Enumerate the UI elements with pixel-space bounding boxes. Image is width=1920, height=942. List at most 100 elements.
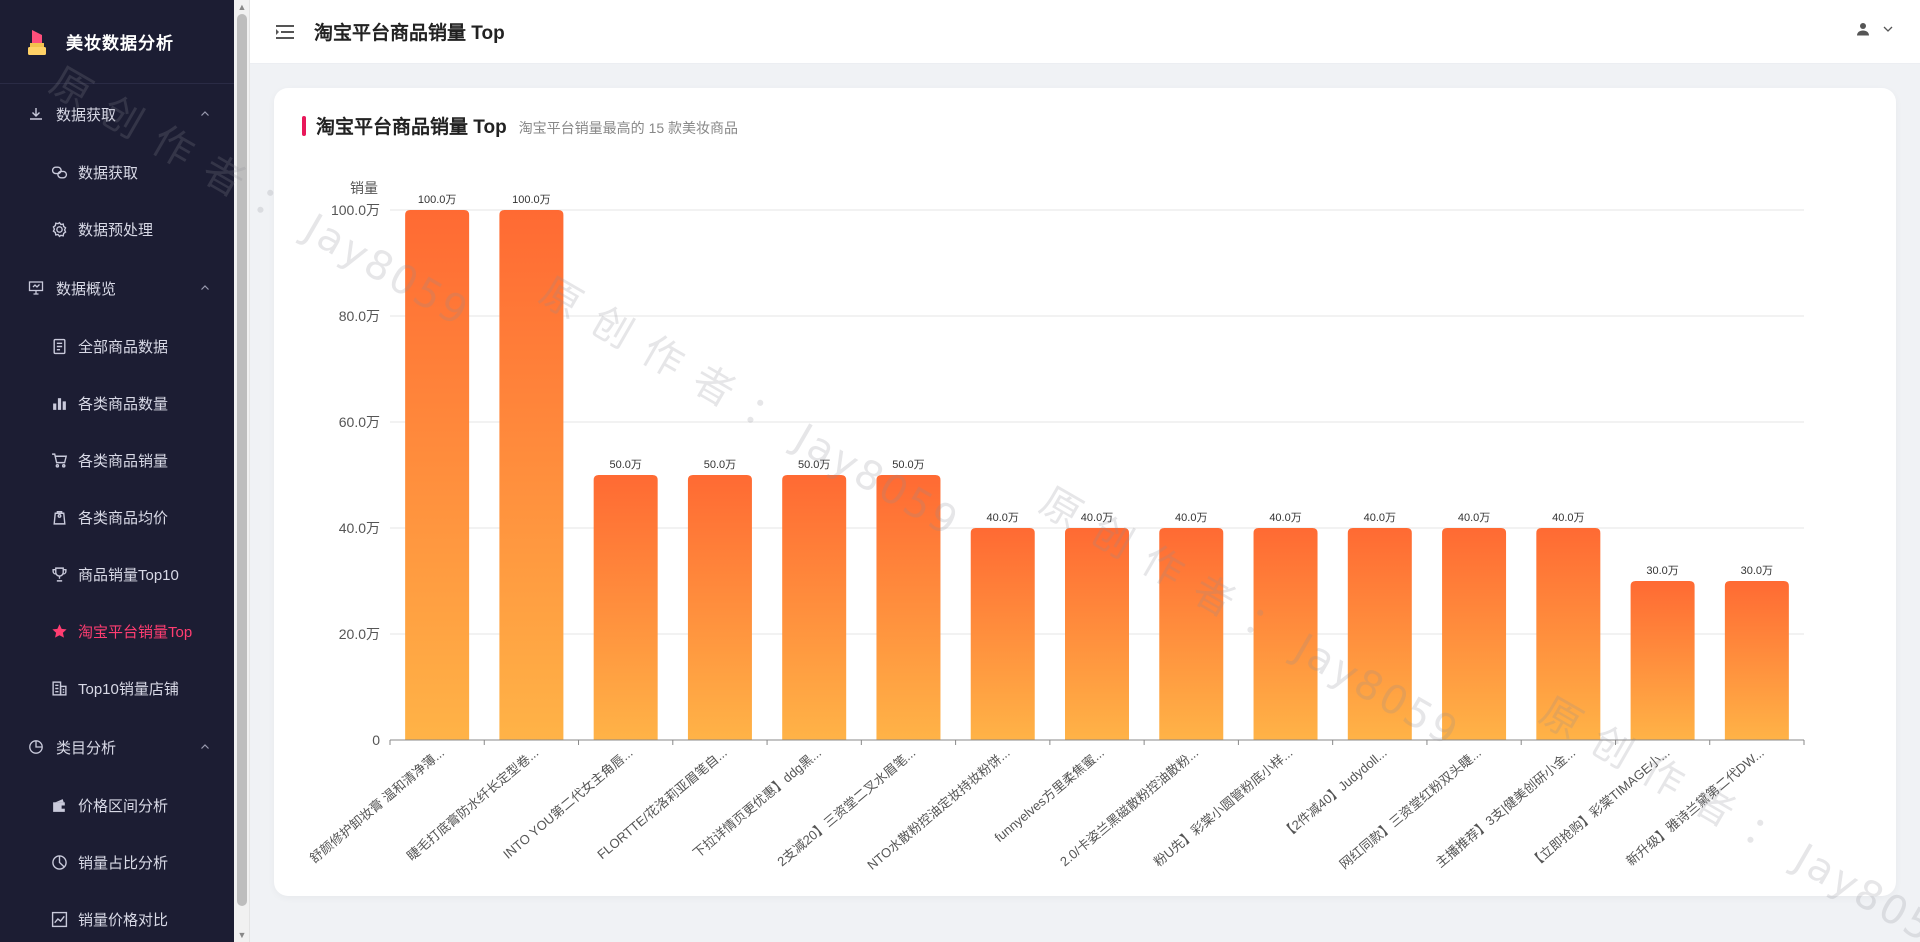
sidebar-item-label: 销量价格对比 <box>78 912 169 929</box>
sidebar-item-label: 各类商品数量 <box>78 396 169 413</box>
sidebar-item-top10-sales[interactable]: 商品销量Top10 <box>0 546 234 603</box>
chevron-up-icon <box>201 111 209 116</box>
bar-data-label: 40.0万 <box>1458 512 1490 524</box>
scroll-up-arrow-icon[interactable]: ▲ <box>237 2 247 12</box>
title-accent-bar <box>302 115 306 136</box>
sidebar-item-label: 各类商品销量 <box>78 453 169 470</box>
sidebar-item-top10-shops[interactable]: Top10销量店铺 <box>0 660 234 717</box>
gear-icon <box>51 221 68 238</box>
scroll-down-arrow-icon[interactable]: ▼ <box>237 930 247 940</box>
bar-data-label: 30.0万 <box>1741 565 1773 577</box>
tag-icon <box>51 509 68 526</box>
bar-data-label: 40.0万 <box>1081 512 1113 524</box>
bar[interactable] <box>593 475 658 740</box>
bar-data-label: 40.0万 <box>1552 512 1584 524</box>
bar[interactable] <box>970 528 1035 740</box>
sidebar-item-label: 全部商品数据 <box>78 339 169 356</box>
y-tick-label: 0 <box>372 732 380 748</box>
sidebar-item-label: 销量占比分析 <box>78 855 169 872</box>
chevron-down-icon <box>1883 26 1893 32</box>
bar[interactable] <box>1536 528 1601 740</box>
bar-data-label: 50.0万 <box>892 459 924 471</box>
bars <box>405 210 1789 740</box>
bar-data-label: 50.0万 <box>704 459 736 471</box>
sidebar-item-label: 数据获取 <box>78 165 139 182</box>
x-tick-labels: 舒颜修护卸妆膏 温和清净薄...睫毛打底膏防水纤长定型卷...INTO YOU第… <box>307 740 1805 873</box>
menu-group-data-acquisition[interactable]: 数据获取 <box>0 84 234 144</box>
menu-group-label: 数据获取 <box>56 106 117 124</box>
sidebar-item-category-count[interactable]: 各类商品数量 <box>0 375 234 432</box>
download-icon <box>28 106 44 122</box>
y-axis-label: 销量 <box>350 180 378 196</box>
chevron-up-icon <box>201 285 209 290</box>
trophy-icon <box>51 566 68 583</box>
sidebar-item-price-range[interactable]: 价格区间分析 <box>0 777 234 834</box>
x-tick-label: 【2件减40】Judydoll... <box>1279 745 1390 841</box>
menu-group-data-overview[interactable]: 数据概览 <box>0 258 234 318</box>
sidebar-item-label: 价格区间分析 <box>78 798 169 815</box>
card-title: 淘宝平台商品销量 Top <box>316 117 507 138</box>
bar-data-label: 40.0万 <box>987 512 1019 524</box>
menu-group-category-analysis[interactable]: 类目分析 <box>0 717 234 777</box>
sidebar-item-category-avg-price[interactable]: 各类商品均价 <box>0 489 234 546</box>
sidebar-item-label: 各类商品均价 <box>78 510 169 527</box>
star-icon <box>51 623 68 640</box>
pie-icon <box>28 739 44 755</box>
sidebar-item-category-sales[interactable]: 各类商品销量 <box>0 432 234 489</box>
presentation-icon <box>28 280 44 296</box>
bar-data-label: 30.0万 <box>1646 565 1678 577</box>
cart-icon <box>51 452 68 469</box>
bar[interactable] <box>1159 528 1224 740</box>
top-header: 淘宝平台商品销量 Top <box>250 0 1920 64</box>
brand[interactable]: 美妆数据分析 <box>0 0 234 84</box>
link-icon <box>51 164 68 181</box>
bar-data-label: 100.0万 <box>418 194 457 206</box>
user-menu[interactable] <box>1856 22 1894 36</box>
sidebar-item-preprocess[interactable]: 数据预处理 <box>0 201 234 258</box>
brand-title: 美妆数据分析 <box>66 34 174 53</box>
y-tick-label: 20.0万 <box>339 626 380 642</box>
sidebar-item-label: 商品销量Top10 <box>78 567 179 584</box>
bar[interactable] <box>405 210 470 740</box>
menu-group-label: 类目分析 <box>56 739 117 757</box>
sidebar-item-all-products[interactable]: 全部商品数据 <box>0 318 234 375</box>
card-header: 淘宝平台商品销量 Top 淘宝平台销量最高的 15 款美妆商品 <box>302 112 738 139</box>
menu-group-label: 数据概览 <box>56 280 117 298</box>
bar[interactable] <box>876 475 941 740</box>
bar[interactable] <box>1347 528 1412 740</box>
bar[interactable] <box>782 475 847 740</box>
y-tick-label: 40.0万 <box>339 520 380 536</box>
line-chart-icon <box>51 911 68 928</box>
bar[interactable] <box>1253 528 1318 740</box>
bar-data-label: 50.0万 <box>609 459 641 471</box>
menu-toggle-icon[interactable] <box>276 24 296 40</box>
building-icon <box>51 680 68 697</box>
y-tick-label: 60.0万 <box>339 414 380 430</box>
bar[interactable] <box>499 210 564 740</box>
sidebar-item-label: Top10销量店铺 <box>78 681 179 698</box>
bar-data-label: 40.0万 <box>1364 512 1396 524</box>
sidebar-item-sales-share[interactable]: 销量占比分析 <box>0 834 234 891</box>
sidebar-item-label: 数据预处理 <box>78 222 154 239</box>
y-tick-label: 100.0万 <box>331 202 380 218</box>
sidebar-item-sales-price-compare[interactable]: 销量价格对比 <box>0 891 234 942</box>
scroll-thumb[interactable] <box>237 14 247 906</box>
lipstick-logo-icon <box>28 29 46 55</box>
chart-card: 淘宝平台商品销量 Top 淘宝平台销量最高的 15 款美妆商品 销量 0 20.0… <box>274 88 1896 896</box>
bar[interactable] <box>1065 528 1129 740</box>
sidebar-item-taobao-top[interactable]: 淘宝平台销量Top <box>0 603 234 660</box>
sidebar-item-data-acquisition[interactable]: 数据获取 <box>0 144 234 201</box>
bar[interactable] <box>1724 581 1789 740</box>
page-title: 淘宝平台商品销量 Top <box>314 23 505 44</box>
bar[interactable] <box>1630 581 1695 740</box>
pie-chart-icon <box>51 854 68 871</box>
bar-data-label: 40.0万 <box>1175 512 1207 524</box>
bar[interactable] <box>687 475 752 740</box>
chevron-up-icon <box>201 744 209 749</box>
user-icon <box>1857 23 1869 36</box>
bar[interactable] <box>1442 528 1507 740</box>
sidebar-scrollbar[interactable]: ▲ ▼ <box>234 0 250 942</box>
bar-chart-icon <box>51 395 68 412</box>
bar-data-label: 40.0万 <box>1269 512 1301 524</box>
